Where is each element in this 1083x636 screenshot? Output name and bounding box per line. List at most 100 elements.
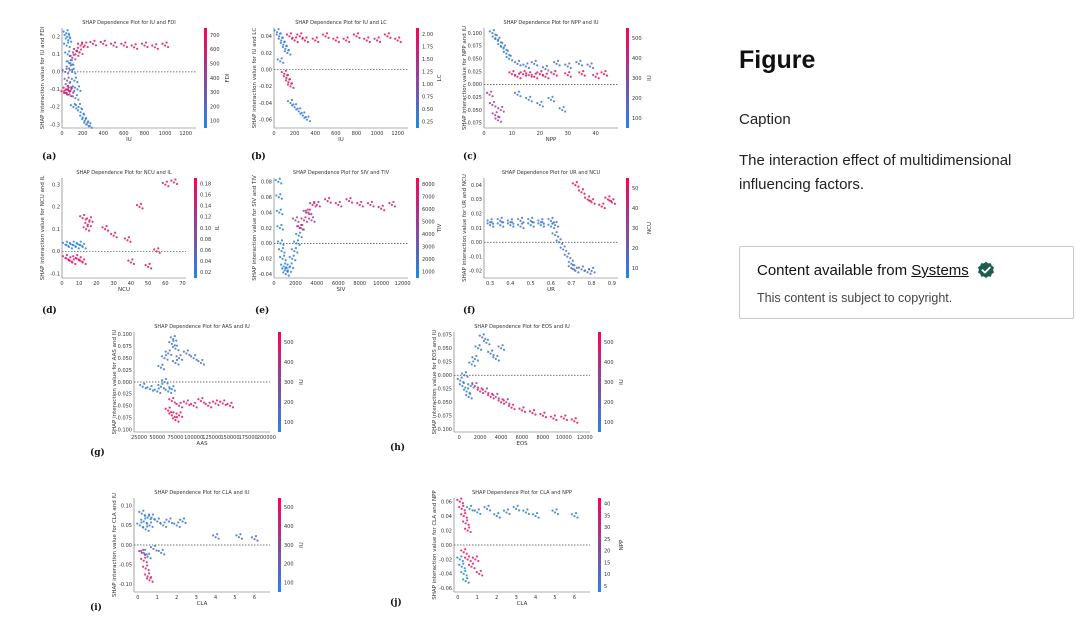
data-point xyxy=(148,572,151,575)
data-point xyxy=(469,559,472,563)
data-point xyxy=(547,77,550,80)
data-point xyxy=(571,182,574,185)
data-point xyxy=(529,219,532,222)
data-point xyxy=(221,402,224,405)
data-point xyxy=(144,573,147,576)
data-point xyxy=(87,125,90,128)
data-point xyxy=(552,100,556,103)
y-tick-label: 0.050 xyxy=(438,346,452,352)
data-point xyxy=(297,220,300,223)
data-point xyxy=(173,522,176,525)
data-point xyxy=(367,36,370,39)
data-point xyxy=(138,524,141,527)
data-point xyxy=(484,337,487,341)
data-point xyxy=(469,504,473,507)
data-point xyxy=(492,100,495,104)
colorbar-tick-label: 400 xyxy=(210,76,220,82)
data-point xyxy=(460,555,463,558)
data-point xyxy=(549,219,553,222)
data-point xyxy=(147,529,150,532)
x-tick-label: 400 xyxy=(310,131,320,137)
data-point xyxy=(185,402,188,405)
data-point xyxy=(460,513,463,516)
data-point xyxy=(303,116,306,119)
data-point xyxy=(576,516,579,519)
data-point xyxy=(491,225,495,228)
panel-label: (e) xyxy=(255,306,270,316)
data-point xyxy=(155,549,158,552)
data-point xyxy=(65,253,69,257)
data-point xyxy=(88,229,91,232)
data-point xyxy=(516,504,519,507)
data-point xyxy=(204,402,207,406)
x-tick-label: 1000 xyxy=(159,131,172,137)
data-point xyxy=(144,548,147,551)
data-point xyxy=(484,390,487,393)
data-point xyxy=(168,406,171,409)
data-point xyxy=(256,539,259,542)
source-link-systems[interactable]: Systems xyxy=(911,262,969,279)
data-point xyxy=(79,215,82,218)
panel-label: (f) xyxy=(463,306,476,316)
data-point xyxy=(551,95,554,98)
y-tick-label: 0.000 xyxy=(438,373,452,379)
y-tick-label: -0.075 xyxy=(436,414,452,420)
data-point xyxy=(594,75,597,78)
data-point xyxy=(156,47,159,50)
data-point xyxy=(581,188,585,191)
data-point xyxy=(519,64,522,67)
data-point xyxy=(71,56,74,59)
data-point xyxy=(533,62,536,65)
data-point xyxy=(495,111,498,114)
x-tick-label: 2000 xyxy=(289,281,302,287)
data-point xyxy=(147,514,151,517)
data-point xyxy=(280,249,283,253)
data-point xyxy=(85,228,88,231)
colorbar xyxy=(416,28,419,128)
data-point xyxy=(577,185,580,188)
data-point xyxy=(551,216,554,219)
data-point xyxy=(284,262,287,265)
data-point xyxy=(177,363,180,366)
colorbar-tick-label: 0.14 xyxy=(200,204,211,210)
colorbar-tick-label: 300 xyxy=(210,90,220,96)
data-point xyxy=(493,513,496,516)
data-point xyxy=(72,47,76,51)
data-point xyxy=(534,72,537,75)
x-tick-label: 600 xyxy=(331,131,341,137)
data-point xyxy=(314,39,317,42)
colorbar-tick-label: 100 xyxy=(284,580,294,586)
data-point xyxy=(126,239,129,242)
data-point xyxy=(278,35,281,38)
data-point xyxy=(65,67,68,70)
data-point xyxy=(342,37,345,40)
data-point xyxy=(334,202,337,205)
data-point xyxy=(565,418,568,422)
data-point xyxy=(355,35,358,38)
data-point xyxy=(81,118,84,121)
data-point xyxy=(67,93,70,96)
data-point xyxy=(295,103,298,106)
x-tick-label: 100000 xyxy=(184,435,203,441)
x-tick-label: 0.9 xyxy=(608,281,616,287)
data-point xyxy=(515,507,518,510)
data-point xyxy=(304,216,307,219)
x-tick-label: 4 xyxy=(534,595,537,601)
data-point xyxy=(393,205,397,208)
data-point xyxy=(217,403,220,407)
colorbar-tick-label: 30 xyxy=(632,226,638,232)
data-point xyxy=(518,407,521,410)
data-point xyxy=(497,399,500,402)
data-point xyxy=(476,511,479,514)
data-point xyxy=(177,521,180,524)
data-point xyxy=(93,39,96,42)
data-point xyxy=(296,33,299,36)
data-point xyxy=(564,414,567,417)
data-point xyxy=(360,200,363,204)
data-point xyxy=(160,551,163,554)
data-point xyxy=(505,401,508,404)
data-point xyxy=(172,338,175,341)
data-point xyxy=(235,534,238,537)
data-point xyxy=(498,116,501,119)
data-point xyxy=(481,574,484,577)
